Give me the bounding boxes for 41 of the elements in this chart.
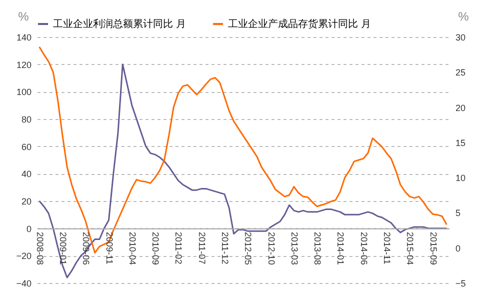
y2-tick-label: 0 — [456, 243, 461, 254]
x-tick-label: 2011-07 — [196, 232, 207, 264]
x-tick-label: 2009-06 — [81, 232, 92, 265]
y2-axis-title: % — [458, 10, 470, 24]
x-tick-label: 2014-06 — [358, 232, 369, 265]
y2-tick-label: 5 — [456, 208, 461, 218]
x-tick-label: 2013-03 — [289, 232, 300, 265]
y2-tick-label: 15 — [456, 138, 466, 148]
x-tick-label: 2009-01 — [58, 232, 68, 265]
x-tick-label: 2009-11 — [104, 232, 114, 264]
x-tick-label: 2014-11 — [382, 232, 392, 264]
x-tick-label: 2015-04 — [405, 232, 416, 265]
y-tick-label: 120 — [16, 60, 32, 70]
y2-tick-label: 20 — [456, 102, 466, 113]
y-tick-label: −40 — [16, 278, 32, 288]
legend-label: 工业企业利润总额累计同比 月 — [53, 18, 186, 30]
y-tick-label: 60 — [21, 142, 32, 152]
y2-tick-label: 10 — [456, 173, 466, 184]
y-tick-label: 20 — [21, 196, 32, 206]
y2-tick-label: 25 — [456, 68, 466, 78]
y-tick-label: 80 — [21, 114, 32, 124]
y-axis-title: % — [18, 10, 30, 24]
x-tick-label: 2010-09 — [150, 232, 161, 265]
y2-tick-label: 30 — [456, 32, 466, 42]
y-tick-label: 40 — [21, 169, 32, 180]
y-tick-label: −20 — [16, 251, 32, 262]
x-tick-label: 2015-09 — [428, 232, 438, 265]
x-tick-label: 2010-04 — [127, 232, 138, 265]
y2-tick-label: −5 — [456, 278, 466, 288]
x-tick-label: 2012-10 — [266, 232, 276, 265]
x-tick-label: 2012-05 — [243, 232, 254, 265]
line-series — [38, 64, 448, 278]
y-tick-label: 0 — [26, 224, 32, 234]
x-tick-label: 2013-08 — [312, 232, 323, 265]
x-tick-label: 2011-02 — [174, 232, 184, 264]
x-tick-label: 2008-08 — [34, 232, 45, 265]
x-tick-label: 2014-01 — [336, 232, 346, 265]
y-tick-label: 100 — [16, 87, 32, 98]
y-tick-label: 140 — [16, 32, 32, 42]
legend-label: 工业企业产成品存货累计同比 月 — [228, 18, 371, 30]
x-tick-label: 2011-12 — [220, 232, 230, 264]
